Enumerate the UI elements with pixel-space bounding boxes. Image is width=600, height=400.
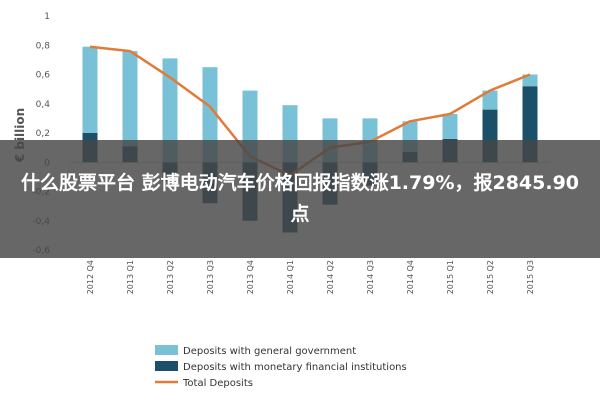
headline: 什么股票平台 彭博电动汽车价格回报指数涨1.79%，报2845.90点 [20, 172, 580, 225]
x-tick-label: 2013 Q4 [246, 260, 255, 294]
legend-label: Deposits with monetary financial institu… [183, 362, 407, 373]
bar-general-government [162, 58, 178, 163]
bar-general-government [442, 113, 458, 139]
x-axis-ticks: 2012 Q4 2013 Q1 2013 Q2 2013 Q3 2013 Q4 2014 … [86, 260, 535, 294]
x-tick-label: 2015 Q2 [486, 260, 495, 294]
bar-general-government [482, 90, 498, 110]
y-tick-label: 0,6 [36, 71, 51, 81]
x-tick-label: 2013 Q3 [206, 260, 215, 294]
bar-general-government [202, 67, 218, 163]
x-tick-label: 2014 Q4 [406, 260, 415, 294]
bar-general-government [82, 46, 98, 133]
x-tick-label: 2015 Q1 [446, 260, 455, 294]
bar-general-government [122, 51, 138, 147]
legend: Deposits with general government Deposits… [155, 345, 407, 389]
x-tick-label: 2014 Q2 [326, 260, 335, 294]
bar-general-government [522, 74, 538, 87]
y-tick-label: 0,4 [36, 100, 51, 110]
y-tick-label: 0,8 [36, 41, 51, 51]
x-tick-label: 2014 Q3 [366, 260, 375, 294]
legend-swatch [155, 361, 178, 371]
legend-swatch [155, 345, 178, 355]
y-tick-label: 1 [44, 12, 50, 22]
headline-banner: 什么股票平台 彭博电动汽车价格回报指数涨1.79%，报2845.90点 [0, 140, 600, 258]
legend-label: Deposits with general government [183, 346, 356, 357]
x-tick-label: 2014 Q1 [286, 260, 295, 294]
y-tick-label: 0,2 [36, 129, 50, 139]
x-tick-label: 2013 Q2 [166, 260, 175, 294]
x-tick-label: 2012 Q4 [86, 260, 95, 294]
x-tick-label: 2015 Q3 [526, 260, 535, 294]
x-tick-label: 2013 Q1 [126, 260, 135, 294]
legend-label: Total Deposits [182, 378, 253, 389]
